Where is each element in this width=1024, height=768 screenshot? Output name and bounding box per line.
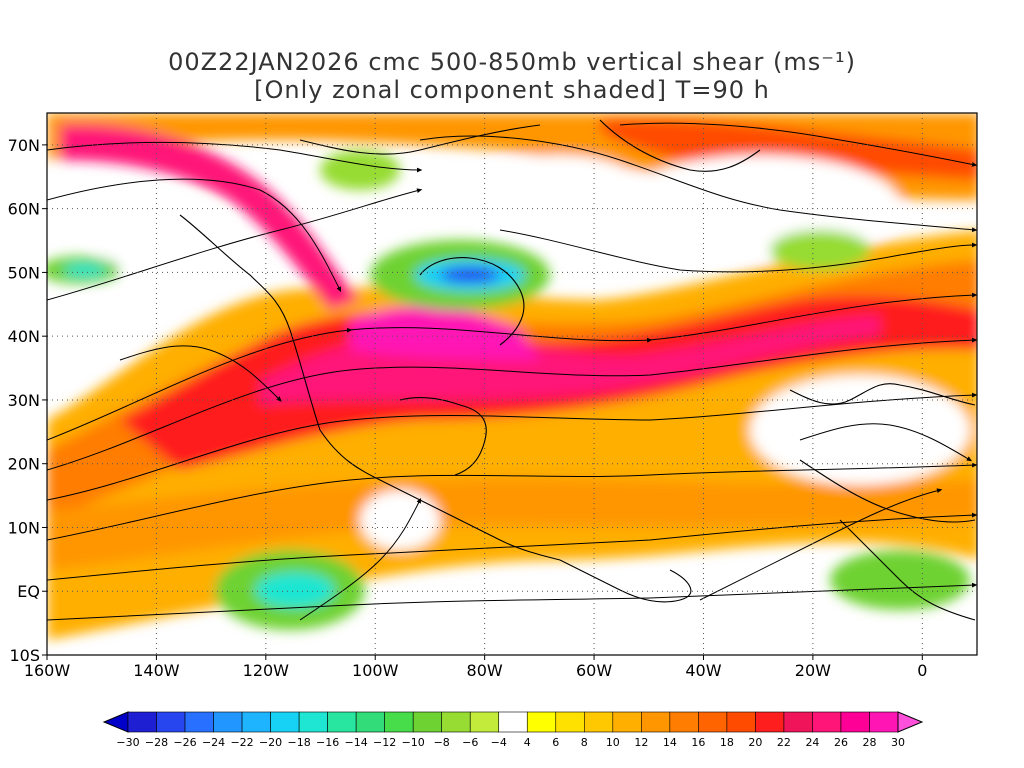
lon-label: 160W — [24, 661, 71, 680]
latitude-labels: 70N 60N 50N 40N 30N 20N 10N EQ 10S — [8, 136, 47, 665]
shading-layer — [47, 113, 977, 655]
colorbar-label: −16 — [316, 736, 339, 749]
coastlines — [179, 119, 976, 621]
colorbar-swatch — [526, 711, 557, 733]
colorbar-low-arrow — [102, 711, 129, 733]
lat-label: 60N — [8, 200, 40, 219]
colorbar-label: −10 — [402, 736, 425, 749]
colorbar-swatch — [698, 711, 728, 733]
colorbar-label: 26 — [834, 736, 848, 749]
colorbar-label: 22 — [777, 736, 791, 749]
colorbar-label: 14 — [663, 736, 677, 749]
colorbar-label: 4 — [524, 736, 531, 749]
longitude-labels: 160W 140W 120W 100W 80W 60W 40W 20W 0 — [24, 655, 927, 680]
lon-label: 80W — [467, 661, 503, 680]
lat-label: 30N — [8, 391, 40, 410]
colorbar-label: 18 — [720, 736, 734, 749]
lon-label: 120W — [243, 661, 290, 680]
lat-label: 70N — [8, 136, 40, 155]
colorbar-label: −6 — [462, 736, 478, 749]
lat-label: 20N — [8, 455, 40, 474]
colorbar-swatch — [241, 711, 271, 733]
lat-label: EQ — [17, 582, 40, 601]
colorbar-label: −4 — [491, 736, 507, 749]
colorbar-high-arrow — [897, 711, 924, 733]
colorbar-swatch — [298, 711, 328, 733]
lon-label: 60W — [576, 661, 612, 680]
colorbar: −30 −28 −26 −24 −22 −20 −18 −16 −14 −12 −10 −8 −6 −4 4… — [102, 711, 924, 749]
lon-label: 40W — [685, 661, 721, 680]
colorbar-swatch — [869, 711, 899, 733]
colorbar-label: −14 — [345, 736, 368, 749]
colorbar-swatch — [327, 711, 357, 733]
colorbar-label: 6 — [552, 736, 559, 749]
colorbar-label: 12 — [634, 736, 648, 749]
colorbar-swatch — [270, 711, 300, 733]
colorbar-swatch — [213, 711, 243, 733]
colorbar-label: 20 — [748, 736, 762, 749]
colorbar-swatch — [555, 711, 585, 733]
colorbar-swatch — [726, 711, 756, 733]
colorbar-swatch — [184, 711, 214, 733]
colorbar-swatch — [755, 711, 785, 733]
lon-label: 0 — [917, 661, 927, 680]
lat-label: 10S — [9, 646, 40, 665]
lon-label: 100W — [352, 661, 399, 680]
lat-label: 50N — [8, 263, 40, 282]
colorbar-label: −30 — [116, 736, 139, 749]
colorbar-swatch — [384, 711, 414, 733]
colorbar-swatch — [412, 711, 443, 733]
colorbar-label: 24 — [805, 736, 819, 749]
colorbar-swatch — [641, 711, 671, 733]
lon-label: 20W — [795, 661, 831, 680]
colorbar-label: −20 — [259, 736, 282, 749]
colorbar-swatch — [498, 711, 528, 733]
colorbar-swatch — [812, 711, 842, 733]
colorbar-swatch — [783, 711, 813, 733]
colorbar-swatch — [469, 711, 500, 733]
colorbar-label: 10 — [606, 736, 620, 749]
streamlines — [47, 122, 977, 621]
lat-label: 10N — [8, 518, 40, 537]
colorbar-label: −18 — [288, 736, 311, 749]
colorbar-swatch — [583, 711, 614, 733]
lat-label: 40N — [8, 327, 40, 346]
colorbar-label: −12 — [373, 736, 396, 749]
map-title-line-1: 00Z22JAN2026 cmc 500-850mb vertical shea… — [168, 48, 856, 76]
colorbar-label: −28 — [145, 736, 168, 749]
colorbar-label: −24 — [202, 736, 225, 749]
colorbar-swatch — [612, 711, 642, 733]
colorbar-label: −22 — [230, 736, 253, 749]
colorbar-swatch — [355, 711, 385, 733]
lon-label: 140W — [133, 661, 180, 680]
colorbar-label: −26 — [173, 736, 196, 749]
colorbar-label: 30 — [891, 736, 905, 749]
colorbar-label: 16 — [691, 736, 705, 749]
map-title-line-2: [Only zonal component shaded] T=90 h — [254, 76, 770, 104]
colorbar-swatch — [840, 711, 870, 733]
colorbar-label: 8 — [581, 736, 588, 749]
colorbar-swatch — [156, 711, 186, 733]
graticule — [47, 113, 977, 655]
map-frame — [46, 112, 978, 656]
colorbar-swatch — [127, 711, 157, 733]
colorbar-swatch — [441, 711, 471, 733]
colorbar-label: −8 — [434, 736, 450, 749]
colorbar-swatch — [669, 711, 699, 733]
colorbar-label: 28 — [862, 736, 876, 749]
